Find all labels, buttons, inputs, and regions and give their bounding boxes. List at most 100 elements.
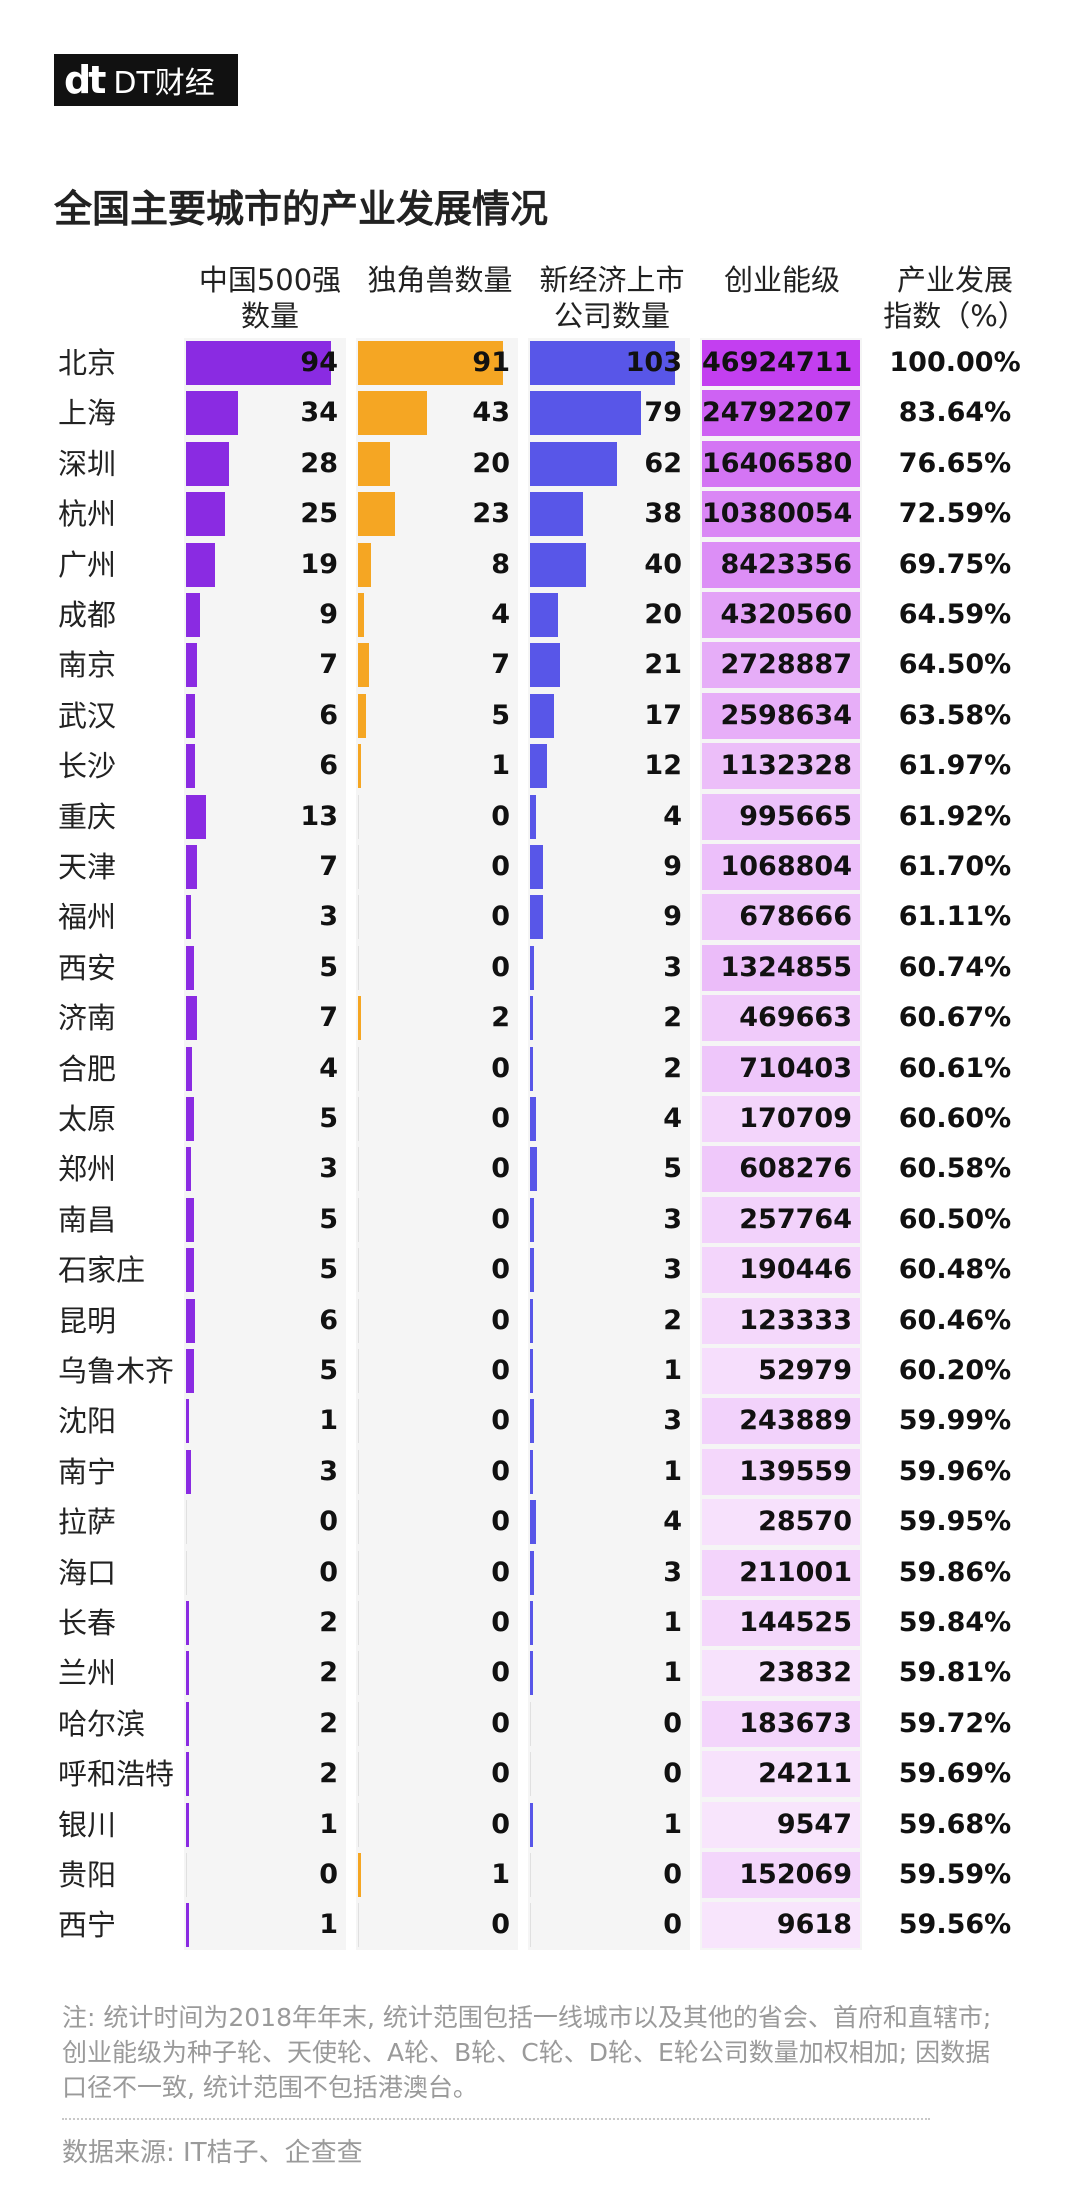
bar-fortune500 — [186, 945, 194, 990]
value-listed: 21 — [644, 649, 682, 681]
bar-fortune500 — [186, 391, 239, 436]
startup-cell — [702, 1297, 860, 1344]
chart-title: 全国主要城市的产业发展情况 — [54, 187, 549, 231]
value-index: 60.67% — [898, 1002, 1012, 1034]
city-label: 杭州 — [58, 497, 117, 532]
bar-listed — [530, 1197, 535, 1242]
bar-unicorn — [358, 1802, 359, 1847]
column-fortune500-bg — [184, 338, 346, 1950]
bar-listed — [530, 1853, 531, 1897]
header-startup: 创业能级 — [723, 263, 840, 297]
value-fortune500: 5 — [319, 951, 338, 983]
city-label: 长沙 — [58, 749, 117, 784]
value-fortune500: 6 — [319, 1304, 338, 1336]
value-unicorn: 0 — [491, 1909, 510, 1941]
value-fortune500: 1 — [319, 1405, 338, 1437]
startup-cell — [702, 1801, 860, 1848]
value-index: 60.74% — [898, 951, 1012, 983]
value-fortune500: 94 — [300, 347, 338, 378]
city-label: 合肥 — [58, 1051, 117, 1086]
value-startup: 139559 — [739, 1455, 852, 1487]
bar-listed — [530, 1550, 535, 1595]
bar-listed — [530, 1701, 531, 1746]
city-label: 郑州 — [58, 1152, 117, 1187]
city-label: 哈尔滨 — [58, 1706, 146, 1741]
startup-cell — [702, 1096, 860, 1142]
city-label: 兰州 — [58, 1656, 117, 1691]
header-index: 产业发展 指数（%） — [883, 263, 1027, 333]
value-startup: 710403 — [739, 1052, 852, 1084]
value-fortune500: 6 — [319, 750, 338, 782]
value-unicorn: 0 — [491, 1808, 510, 1840]
startup-cell — [702, 894, 860, 941]
value-unicorn: 2 — [491, 1002, 510, 1034]
bar-fortune500 — [186, 341, 331, 385]
startup-cell — [702, 1751, 860, 1798]
city-label: 拉萨 — [58, 1505, 117, 1540]
value-unicorn: 0 — [491, 1203, 510, 1235]
value-listed: 3 — [663, 951, 682, 983]
bar-listed — [530, 542, 587, 587]
bar-listed — [530, 1399, 535, 1444]
value-startup: 190446 — [739, 1254, 852, 1286]
value-startup: 257764 — [739, 1203, 852, 1235]
city-label: 太原 — [58, 1102, 117, 1136]
value-index: 61.70% — [898, 851, 1012, 882]
value-listed: 0 — [663, 1758, 682, 1790]
bar-listed — [530, 1147, 538, 1192]
value-unicorn: 0 — [491, 1254, 510, 1286]
bar-unicorn — [358, 643, 370, 688]
value-fortune500: 7 — [319, 649, 338, 681]
value-fortune500: 3 — [319, 1455, 338, 1487]
value-startup: 211001 — [739, 1556, 852, 1588]
value-index: 61.11% — [898, 901, 1012, 933]
value-index: 64.50% — [898, 649, 1012, 681]
city-label: 天津 — [58, 850, 117, 884]
startup-cell — [702, 1549, 860, 1596]
value-fortune500: 5 — [319, 1203, 338, 1235]
bar-listed — [530, 945, 535, 990]
bar-listed — [530, 391, 642, 436]
bar-listed — [530, 794, 536, 839]
city-label: 成都 — [58, 598, 117, 632]
value-listed: 0 — [663, 1909, 682, 1941]
value-listed: 3 — [663, 1254, 682, 1286]
value-listed: 4 — [663, 1506, 682, 1538]
city-label: 济南 — [58, 1001, 117, 1036]
value-fortune500: 1 — [319, 1808, 338, 1840]
startup-cell — [702, 642, 860, 689]
bar-unicorn — [358, 1601, 359, 1645]
city-label: 贵阳 — [58, 1858, 117, 1892]
bar-unicorn — [358, 1853, 361, 1897]
value-index: 59.68% — [898, 1808, 1012, 1840]
value-startup: 1068804 — [720, 851, 852, 882]
city-label: 呼和浩特 — [58, 1757, 175, 1792]
bar-listed — [530, 1903, 531, 1948]
bar-unicorn — [358, 1550, 359, 1595]
bar-fortune500 — [186, 1651, 190, 1696]
value-listed: 3 — [663, 1405, 682, 1437]
value-unicorn: 0 — [491, 1506, 510, 1538]
city-label: 广州 — [58, 547, 117, 582]
value-unicorn: 0 — [491, 901, 510, 933]
bar-fortune500 — [186, 1399, 189, 1444]
value-index: 76.65% — [898, 447, 1012, 479]
bar-listed — [530, 895, 543, 940]
bar-fortune500 — [186, 693, 196, 738]
value-startup: 24792207 — [702, 397, 853, 429]
value-startup: 10380054 — [702, 498, 853, 530]
bar-listed — [530, 693, 554, 738]
value-unicorn: 0 — [491, 1556, 510, 1588]
value-listed: 12 — [644, 750, 682, 782]
value-startup: 9547 — [776, 1808, 852, 1840]
bar-fortune500 — [186, 1853, 187, 1897]
value-listed: 38 — [644, 498, 682, 530]
bar-listed — [530, 643, 560, 688]
value-index: 59.99% — [898, 1405, 1012, 1437]
bar-fortune500 — [186, 643, 197, 688]
value-unicorn: 0 — [491, 1052, 510, 1084]
startup-cell — [702, 692, 860, 739]
value-startup: 170709 — [739, 1103, 852, 1134]
bar-listed — [530, 996, 533, 1041]
startup-cell — [702, 995, 860, 1042]
